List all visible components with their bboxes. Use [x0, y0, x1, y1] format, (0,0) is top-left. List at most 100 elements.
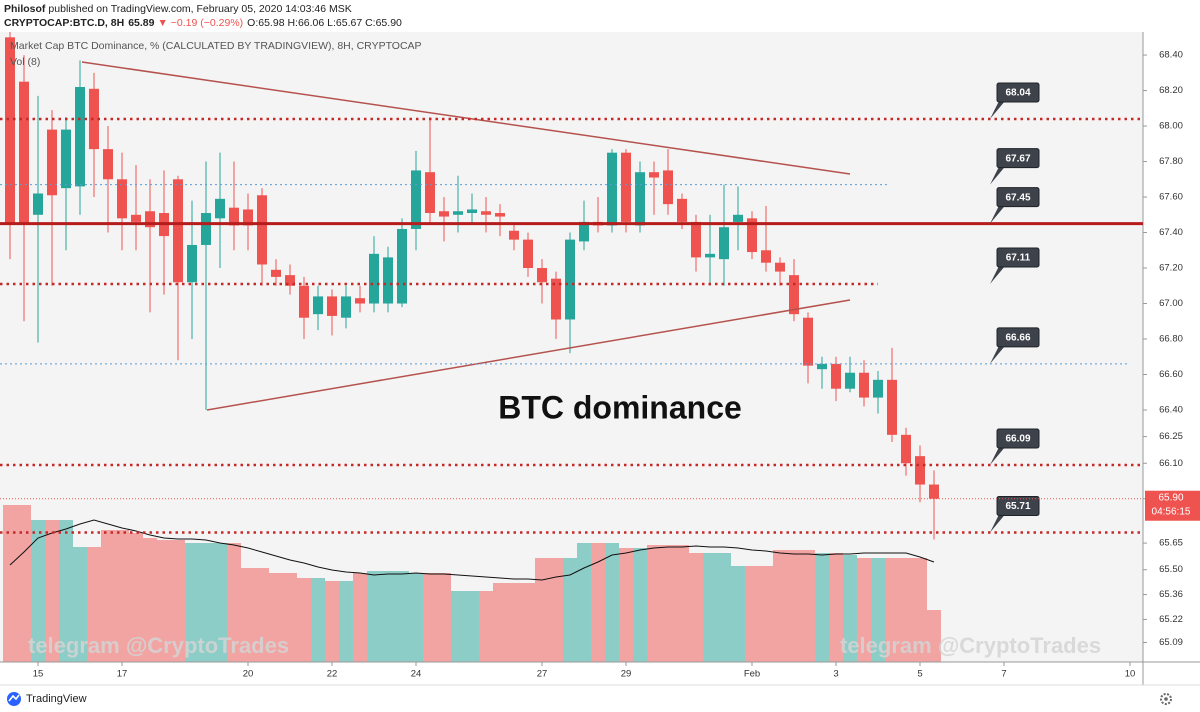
- volume-bar: [703, 553, 717, 662]
- candle-body: [5, 37, 15, 224]
- volume-bar: [801, 550, 815, 662]
- volume-bar: [787, 550, 801, 662]
- volume-bar: [297, 578, 311, 662]
- candle-body: [719, 227, 729, 260]
- candle-body: [831, 363, 841, 389]
- header-line-2: CRYPTOCAP:BTC.D, 8H 65.89 ▼ −0.19 (−0.29%)…: [4, 17, 402, 29]
- last-price-label: 65.90: [1158, 492, 1183, 503]
- candle-body: [439, 211, 449, 217]
- volume-bar: [269, 573, 283, 662]
- volume-bar: [577, 543, 591, 662]
- volume-bar: [549, 558, 563, 662]
- candle-body: [411, 170, 421, 229]
- volume-bar: [423, 573, 437, 662]
- volume-bar: [157, 540, 171, 662]
- candle-body: [607, 152, 617, 226]
- settings-icon[interactable]: [1160, 693, 1172, 705]
- volume-bar: [591, 543, 605, 662]
- volume-bar: [465, 591, 479, 662]
- candle-body: [621, 152, 631, 222]
- header-line-1: Philosof published on TradingView.com, Fe…: [4, 3, 352, 15]
- volume-bar: [857, 558, 871, 662]
- level-callout: [996, 82, 1040, 103]
- y-tick-label: 66.60: [1159, 369, 1183, 380]
- candle-body: [803, 317, 813, 366]
- level-callout: [990, 266, 1005, 284]
- volume-bar: [227, 543, 241, 662]
- volume-bar: [605, 543, 619, 662]
- candle-body: [243, 209, 253, 226]
- volume-bar: [913, 558, 927, 662]
- volume-bar: [731, 566, 745, 662]
- x-tick-label: 29: [621, 669, 632, 680]
- volume-bar: [185, 543, 199, 662]
- candle-body: [215, 198, 225, 219]
- x-tick-label: 24: [411, 669, 422, 680]
- y-tick-label: 66.40: [1159, 405, 1183, 416]
- candle-body: [705, 253, 715, 258]
- level-callout: [990, 345, 1005, 364]
- volume-bar: [493, 583, 507, 662]
- level-callout: [990, 100, 1005, 119]
- y-tick-label: 65.09: [1159, 637, 1183, 648]
- level-label: 67.11: [1006, 253, 1031, 264]
- candle-body: [313, 296, 323, 315]
- level-callout: [996, 327, 1040, 348]
- y-tick-label: 68.20: [1159, 85, 1183, 96]
- volume-bar: [479, 591, 493, 662]
- volume-bar: [171, 540, 185, 662]
- volume-bar: [213, 543, 227, 662]
- volume-bar: [815, 553, 829, 662]
- candle-body: [299, 285, 309, 318]
- candle-body: [271, 269, 281, 277]
- tradingview-logo: [7, 692, 21, 706]
- candle-body: [327, 296, 337, 316]
- candle-body: [467, 209, 477, 214]
- watermark: telegram @CryptoTrades: [28, 633, 289, 658]
- volume-bar: [745, 566, 759, 662]
- volume-bar: [339, 581, 353, 662]
- volume-bar: [87, 547, 101, 662]
- level-callout: [996, 428, 1040, 449]
- volume-bar: [283, 573, 297, 662]
- candle-body: [47, 129, 57, 196]
- volume-bar: [3, 505, 17, 662]
- candle-body: [663, 170, 673, 205]
- volume-bar: [759, 566, 773, 662]
- y-tick-label: 66.25: [1159, 431, 1183, 442]
- y-tick-label: 66.10: [1159, 458, 1183, 469]
- volume-bar: [871, 558, 885, 662]
- candle-body: [915, 456, 925, 485]
- candle-body: [859, 372, 869, 398]
- candle-body: [901, 434, 911, 464]
- y-tick-label: 67.60: [1159, 192, 1183, 203]
- candle-body: [201, 213, 211, 245]
- candle-body: [649, 172, 659, 178]
- volume-bar: [241, 568, 255, 662]
- change: ▼ −0.19 (−0.29%): [157, 17, 243, 29]
- trendline-upper: [81, 61, 851, 175]
- candle-body: [383, 257, 393, 304]
- volume-bar: [535, 558, 549, 662]
- candle-body: [453, 211, 463, 215]
- y-tick-label: 67.00: [1159, 298, 1183, 309]
- level-callout: [996, 247, 1040, 268]
- y-tick-label: 65.36: [1159, 589, 1183, 600]
- y-tick-label: 68.40: [1159, 50, 1183, 61]
- level-label: 66.09: [1005, 434, 1030, 445]
- candle-body: [761, 250, 771, 263]
- level-label: 67.67: [1005, 153, 1030, 164]
- level-label: 65.71: [1005, 501, 1030, 512]
- volume-bar: [451, 591, 465, 662]
- candle-body: [579, 221, 589, 242]
- volume-legend: Vol (8): [10, 56, 40, 68]
- volume-bar: [395, 571, 409, 662]
- volume-bar: [563, 558, 577, 662]
- volume-bar: [31, 520, 45, 662]
- candle-body: [565, 239, 575, 320]
- volume-bar: [885, 558, 899, 662]
- level-callout: [996, 495, 1040, 516]
- volume-bar: [773, 550, 787, 662]
- volume-bar: [59, 520, 73, 662]
